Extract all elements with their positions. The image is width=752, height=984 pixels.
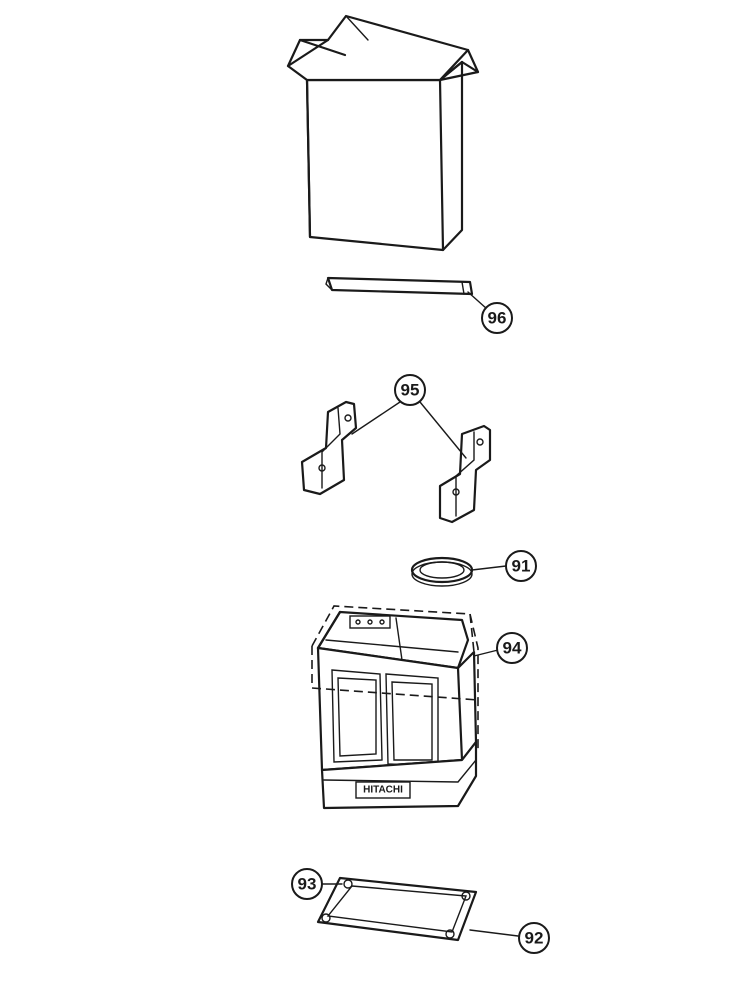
ring-gasket xyxy=(410,556,507,587)
packing-rail xyxy=(325,276,488,310)
washer-unit: HITACHI xyxy=(316,610,478,810)
callout-93: 93 xyxy=(291,868,323,900)
callout-92: 92 xyxy=(518,922,550,954)
callout-94: 94 xyxy=(496,632,528,664)
svg-text:92: 92 xyxy=(525,929,544,948)
brand-label: HITACHI xyxy=(363,785,403,796)
svg-text:96: 96 xyxy=(488,309,507,328)
svg-text:95: 95 xyxy=(401,381,420,400)
bag-cover xyxy=(311,605,499,750)
base-tray xyxy=(316,876,519,942)
carton-box xyxy=(286,14,480,252)
svg-text:93: 93 xyxy=(298,875,317,894)
svg-text:91: 91 xyxy=(512,557,531,576)
callout-96: 96 xyxy=(481,302,513,334)
corner-pads xyxy=(300,400,492,524)
callout-91: 91 xyxy=(505,550,537,582)
svg-text:94: 94 xyxy=(503,639,522,658)
callout-95: 95 xyxy=(394,374,426,406)
